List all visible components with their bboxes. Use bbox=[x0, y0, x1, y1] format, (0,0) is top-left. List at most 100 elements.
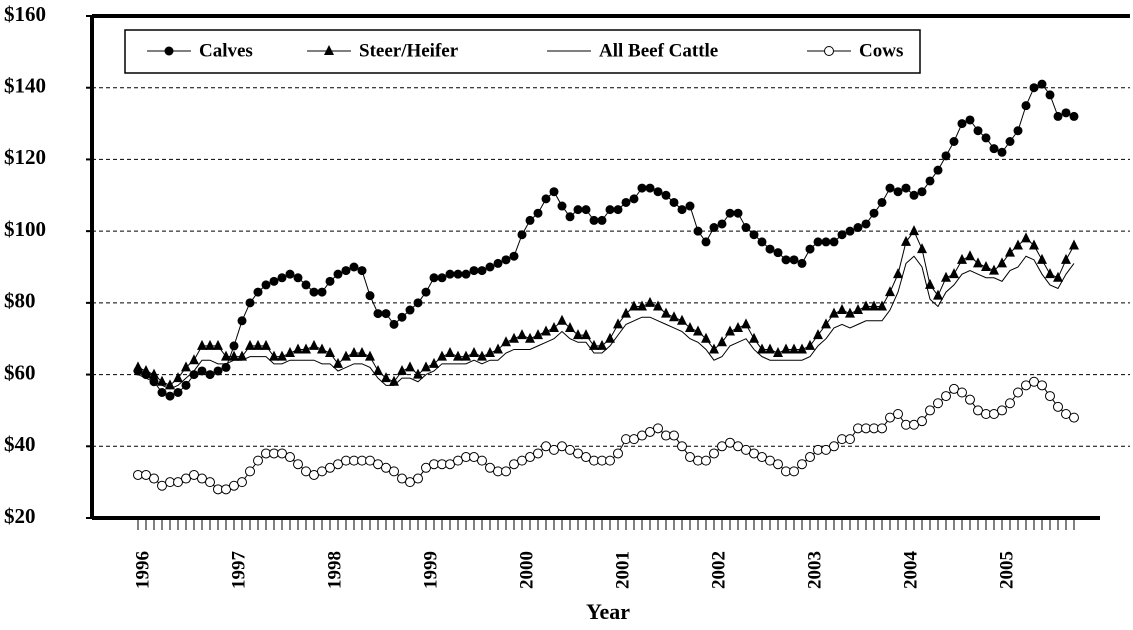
data-point bbox=[485, 347, 495, 358]
data-point bbox=[821, 444, 831, 455]
data-point bbox=[333, 357, 343, 368]
data-point bbox=[613, 448, 623, 459]
legend-label: Steer/Heifer bbox=[359, 40, 459, 61]
data-point bbox=[509, 459, 519, 470]
data-point bbox=[805, 452, 815, 463]
data-point bbox=[541, 325, 551, 336]
data-point bbox=[709, 223, 719, 233]
data-point bbox=[421, 462, 431, 473]
data-point bbox=[309, 469, 319, 480]
data-point bbox=[581, 452, 591, 463]
x-tick-label: 2003 bbox=[804, 551, 825, 589]
data-point bbox=[1045, 391, 1055, 402]
data-point bbox=[565, 212, 575, 222]
data-point bbox=[269, 276, 279, 286]
data-point bbox=[941, 271, 951, 282]
data-point bbox=[149, 368, 159, 379]
data-point bbox=[941, 391, 951, 402]
data-point bbox=[637, 183, 647, 193]
data-point bbox=[373, 309, 383, 319]
data-point bbox=[701, 332, 711, 343]
data-point bbox=[453, 455, 463, 466]
data-point bbox=[813, 237, 823, 247]
data-point bbox=[725, 208, 735, 218]
data-point bbox=[237, 477, 247, 488]
x-tick-label: 2000 bbox=[516, 551, 537, 589]
data-point bbox=[741, 318, 751, 329]
x-tick-label: 1999 bbox=[420, 551, 441, 589]
data-point bbox=[173, 477, 183, 488]
data-point bbox=[781, 255, 791, 265]
data-point bbox=[429, 357, 439, 368]
series-line bbox=[137, 230, 1075, 386]
data-point bbox=[733, 321, 743, 332]
data-point bbox=[821, 318, 831, 329]
data-point bbox=[901, 235, 911, 246]
data-point bbox=[565, 444, 575, 455]
data-point bbox=[989, 144, 999, 154]
data-point bbox=[637, 430, 647, 441]
data-point bbox=[421, 361, 431, 372]
data-point bbox=[149, 473, 159, 484]
data-point bbox=[325, 347, 335, 358]
data-point bbox=[917, 243, 927, 254]
data-point bbox=[589, 215, 599, 225]
data-point bbox=[301, 466, 311, 477]
data-point bbox=[333, 459, 343, 470]
data-point bbox=[725, 325, 735, 336]
data-point bbox=[573, 448, 583, 459]
series-line bbox=[138, 381, 1075, 490]
data-point bbox=[557, 201, 567, 211]
data-point bbox=[453, 269, 463, 279]
data-point bbox=[653, 187, 663, 197]
data-point bbox=[789, 466, 799, 477]
data-point bbox=[317, 287, 327, 297]
data-point bbox=[1021, 380, 1031, 391]
data-point bbox=[813, 329, 823, 340]
data-point bbox=[941, 151, 951, 161]
data-point bbox=[629, 194, 639, 204]
y-tick-label: $60 bbox=[4, 360, 36, 384]
data-point bbox=[1069, 111, 1079, 121]
data-point bbox=[605, 455, 615, 466]
data-point bbox=[1053, 401, 1063, 412]
data-point bbox=[701, 237, 711, 247]
data-point bbox=[605, 205, 615, 215]
data-point bbox=[749, 448, 759, 459]
data-point bbox=[989, 409, 999, 420]
data-point bbox=[1037, 380, 1047, 391]
data-point bbox=[789, 255, 799, 265]
data-point bbox=[973, 257, 983, 268]
data-point bbox=[717, 441, 727, 452]
data-point bbox=[933, 398, 943, 409]
data-point bbox=[357, 266, 367, 276]
data-point bbox=[541, 441, 551, 452]
x-tick-label: 1997 bbox=[228, 551, 249, 590]
data-point bbox=[1005, 246, 1015, 257]
data-point bbox=[1037, 253, 1047, 264]
data-point bbox=[517, 329, 527, 340]
data-point bbox=[909, 225, 919, 236]
data-point bbox=[229, 350, 239, 361]
data-point bbox=[253, 339, 263, 350]
data-point bbox=[373, 459, 383, 470]
data-point bbox=[301, 343, 311, 354]
data-point bbox=[229, 480, 239, 491]
data-point bbox=[965, 250, 975, 261]
data-point bbox=[797, 459, 807, 470]
data-point bbox=[1029, 239, 1039, 250]
data-point bbox=[141, 469, 151, 480]
data-point bbox=[245, 339, 255, 350]
data-point bbox=[669, 311, 679, 322]
data-point bbox=[677, 441, 687, 452]
data-point bbox=[309, 287, 319, 297]
data-point bbox=[933, 165, 943, 175]
data-point bbox=[189, 370, 199, 380]
data-point bbox=[773, 347, 783, 358]
data-point bbox=[693, 226, 703, 236]
data-point bbox=[365, 455, 375, 466]
data-point bbox=[717, 219, 727, 229]
data-point bbox=[189, 469, 199, 480]
data-point bbox=[1013, 239, 1023, 250]
data-point bbox=[1013, 387, 1023, 398]
